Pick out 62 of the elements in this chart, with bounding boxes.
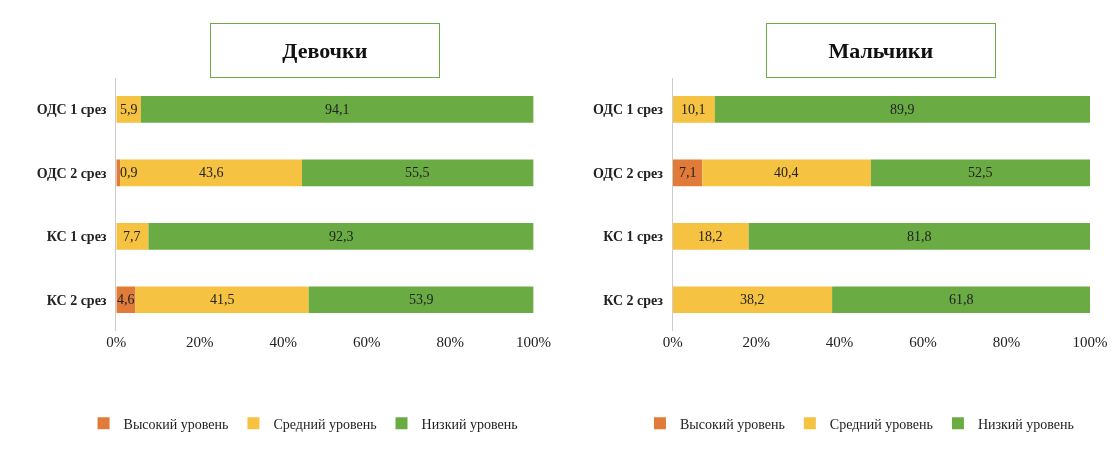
x-tick-label: 100% — [516, 334, 552, 351]
legend-label: Высокий уровень — [123, 416, 229, 432]
y-tick-label: КС 1 срез — [46, 229, 107, 245]
data-label: 94,1 — [325, 102, 350, 117]
x-tick-label: 20% — [186, 334, 214, 351]
bar — [672, 222, 749, 250]
data-label: 81,8 — [907, 229, 932, 244]
y-tick-label: ОДС 1 срез — [593, 102, 664, 118]
bar — [714, 96, 1090, 123]
legend-label: Низкий уровень — [421, 416, 518, 432]
data-label: 92,3 — [329, 229, 354, 244]
legend-label: Низкий уровень — [977, 416, 1074, 432]
x-tick-label: 60% — [352, 334, 381, 351]
x-tick-label: 40% — [825, 334, 854, 351]
x-tick-label: 80% — [436, 334, 464, 351]
y-tick-label: ОДС 1 срез — [36, 102, 107, 118]
data-label: 40,4 — [774, 165, 799, 180]
data-label: 38,2 — [740, 292, 765, 307]
x-tick-label: 60% — [909, 334, 937, 351]
data-label: 53,9 — [409, 292, 434, 307]
data-label: 18,2 — [698, 229, 723, 244]
data-label: 7,7 — [123, 229, 141, 244]
x-tick-label: 100% — [1072, 334, 1108, 351]
bar — [148, 222, 534, 250]
x-tick-label: 80% — [992, 334, 1021, 351]
data-label: 41,5 — [210, 292, 235, 307]
legend-label: Средний уровень — [829, 416, 933, 432]
data-label: 4,6 — [117, 292, 135, 307]
bar — [308, 286, 534, 314]
bar — [302, 159, 534, 187]
bar — [116, 222, 149, 250]
x-tick-label: 40% — [269, 334, 297, 351]
bar — [672, 286, 833, 314]
y-tick-label: ОДС 2 срез — [593, 165, 664, 181]
chart-title: Мальчики — [828, 38, 934, 63]
bar — [832, 286, 1090, 314]
y-tick-label: КС 1 срез — [603, 229, 664, 245]
data-label: 55,5 — [405, 165, 430, 180]
bar — [672, 96, 715, 123]
bar — [120, 159, 302, 187]
data-label: 7,1 — [679, 165, 697, 180]
data-label: 43,6 — [199, 165, 224, 180]
x-tick-label: 20% — [742, 334, 770, 351]
data-label: 5,9 — [120, 102, 138, 117]
bar — [140, 96, 534, 123]
data-label: 0,9 — [120, 165, 138, 180]
y-tick-label: КС 2 срез — [46, 292, 107, 308]
x-tick-label: 0% — [662, 334, 683, 351]
legend-label: Высокий уровень — [679, 416, 785, 432]
x-tick-label: 0% — [106, 334, 127, 351]
data-label: 61,8 — [949, 292, 974, 307]
legend-label: Средний уровень — [273, 416, 377, 432]
y-tick-label: КС 2 срез — [603, 292, 664, 308]
bar — [870, 159, 1090, 187]
bar — [748, 222, 1090, 250]
bar — [135, 286, 309, 314]
bar — [702, 159, 871, 187]
y-tick-label: ОДС 2 срез — [36, 165, 107, 181]
data-label: 10,1 — [681, 102, 706, 117]
chart-title: Девочки — [282, 38, 368, 63]
data-label: 89,9 — [890, 102, 915, 117]
data-label: 52,5 — [968, 165, 993, 180]
